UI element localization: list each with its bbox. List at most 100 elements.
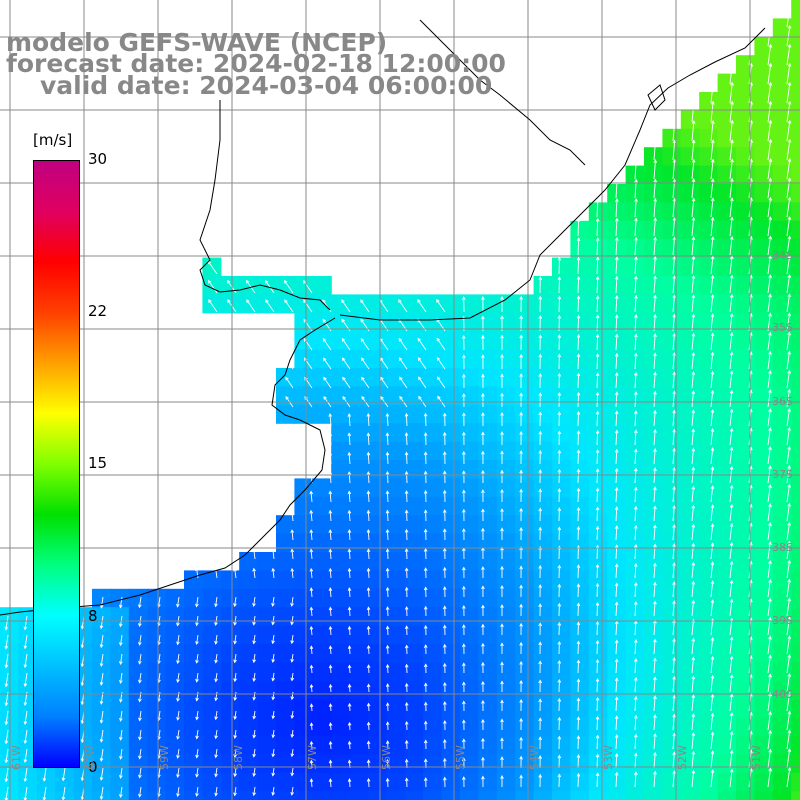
wind-cell (496, 680, 516, 700)
wind-cell (368, 404, 387, 424)
wind-cell (276, 588, 295, 608)
wind-arrow (341, 337, 351, 351)
wind-arrow (366, 664, 371, 674)
wind-arrow (557, 659, 562, 674)
wind-cell (276, 625, 295, 645)
wind-cell (533, 772, 553, 792)
wind-arrow (691, 731, 696, 750)
wind-arrow (462, 738, 466, 750)
wind-arrow (462, 719, 466, 731)
wind-arrow (214, 634, 218, 645)
wind-arrow (633, 657, 638, 674)
wind-arrow (252, 548, 256, 560)
wind-arrow (576, 640, 581, 655)
wind-cell (533, 680, 553, 700)
wind-cell (460, 386, 479, 406)
wind-cell (496, 460, 516, 479)
wind-cell (239, 791, 259, 800)
wind-cell (312, 736, 332, 755)
wind-arrow (385, 548, 390, 560)
wind-cell (570, 257, 590, 277)
wind-cell (772, 386, 792, 406)
wind-cell (496, 717, 516, 737)
wind-cell (754, 294, 774, 314)
wind-arrow (557, 487, 562, 503)
wind-arrow (176, 748, 180, 759)
wind-arrow (519, 527, 523, 541)
wind-cell (331, 680, 351, 700)
wind-arrow (23, 748, 28, 764)
wind-cell (680, 257, 700, 277)
wind-arrow (538, 755, 542, 769)
wind-cell (368, 772, 387, 792)
wind-cell (680, 460, 700, 479)
wind-arrow (423, 682, 428, 693)
latitude-label: 38S (772, 541, 793, 554)
wind-cell (791, 55, 800, 75)
wind-cell (441, 478, 461, 498)
wind-cell (220, 754, 240, 774)
wind-cell (515, 478, 535, 498)
wind-arrow (653, 390, 657, 408)
wind-arrow (595, 639, 600, 655)
wind-arrow (691, 313, 696, 332)
wind-cell (680, 239, 700, 259)
wind-cell (496, 736, 516, 755)
wind-arrow (233, 672, 237, 683)
wind-cell (644, 552, 663, 571)
wind-cell (257, 570, 277, 590)
wind-cell (754, 515, 774, 535)
wind-cell (92, 680, 111, 700)
wind-arrow (423, 567, 428, 579)
wind-cell (754, 441, 774, 461)
wind-arrow (233, 634, 237, 645)
wind-cell (165, 717, 185, 737)
wind-arrow (710, 674, 715, 693)
wind-arrow (595, 753, 600, 769)
wind-arrow (672, 371, 677, 389)
wind-cell (717, 533, 737, 553)
wind-arrow (653, 733, 657, 750)
wind-cell (128, 754, 148, 774)
wind-cell (368, 717, 387, 737)
wind-arrow (767, 408, 772, 427)
wind-cell (184, 717, 203, 737)
wind-arrow (653, 638, 657, 655)
wind-cell (699, 184, 719, 203)
wind-cell (791, 202, 800, 222)
wind-cell (736, 423, 755, 443)
wind-cell (644, 754, 663, 774)
wind-arrow (767, 446, 772, 465)
wind-cell (736, 791, 755, 800)
wind-cell (110, 699, 130, 719)
wind-arrow (500, 527, 504, 540)
wind-cell (588, 588, 608, 608)
wind-cell (515, 588, 535, 608)
wind-arrow (481, 718, 485, 731)
wind-arrow (138, 672, 142, 684)
wind-arrow (691, 390, 696, 408)
wind-cell (165, 662, 185, 682)
wind-arrow (615, 217, 619, 237)
wind-arrow (691, 409, 696, 427)
wind-cell (496, 478, 516, 498)
wind-cell (680, 276, 700, 295)
wind-cell (699, 552, 719, 571)
wind-cell (791, 588, 800, 608)
wind-cell (736, 128, 755, 148)
wind-arrow (672, 178, 677, 199)
wind-cell (625, 331, 645, 351)
wind-cell (257, 680, 277, 700)
wind-cell (791, 294, 800, 314)
wind-arrow (208, 299, 218, 313)
wind-arrow (710, 655, 715, 674)
wind-arrow (137, 596, 142, 609)
wind-arrow (347, 567, 352, 579)
wind-cell (717, 128, 737, 148)
wind-arrow (442, 586, 447, 598)
wind-cell (644, 257, 663, 277)
wind-cell (386, 478, 406, 498)
wind-cell (110, 607, 130, 627)
wind-cell (699, 791, 719, 800)
wind-cell (257, 772, 277, 792)
